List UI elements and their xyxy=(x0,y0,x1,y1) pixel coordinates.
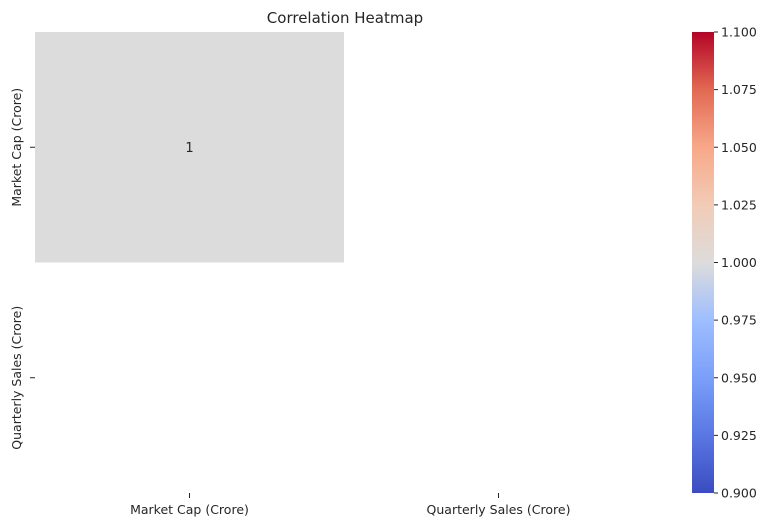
colorbar-tick-label: 0.925 xyxy=(721,428,757,443)
y-axis: Market Cap (Crore) Quarterly Sales (Crore… xyxy=(9,88,35,450)
colorbar-axis: 0.900 0.925 0.950 0.975 1.000 1.025 1.050 1.075… xyxy=(714,25,757,501)
x-tick-label: Market Cap (Crore) xyxy=(130,502,249,517)
colorbar-tick-label: 1.000 xyxy=(721,255,757,270)
cell-annotation: 1 xyxy=(185,141,193,156)
colorbar-tick-label: 0.975 xyxy=(721,313,757,328)
chart-title: Correlation Heatmap xyxy=(267,9,423,27)
colorbar-tick-label: 1.025 xyxy=(721,197,757,212)
y-tick-label: Market Cap (Crore) xyxy=(9,88,24,207)
colorbar-tick-label: 0.950 xyxy=(721,370,757,385)
x-tick-label: Quarterly Sales (Crore) xyxy=(427,502,571,517)
colorbar-tick-label: 1.075 xyxy=(721,82,757,97)
heatmap-cells xyxy=(35,32,344,263)
colorbar-tick-label: 1.100 xyxy=(721,25,757,40)
colorbar-tick-label: 1.050 xyxy=(721,140,757,155)
heatmap-annotations: 1 xyxy=(185,141,193,156)
colorbar xyxy=(692,32,714,493)
x-axis: Market Cap (Crore) Quarterly Sales (Crore… xyxy=(130,493,570,517)
y-tick-label: Quarterly Sales (Crore) xyxy=(9,306,24,450)
colorbar-tick-label: 0.900 xyxy=(721,486,757,501)
heatmap-cell xyxy=(35,32,344,263)
